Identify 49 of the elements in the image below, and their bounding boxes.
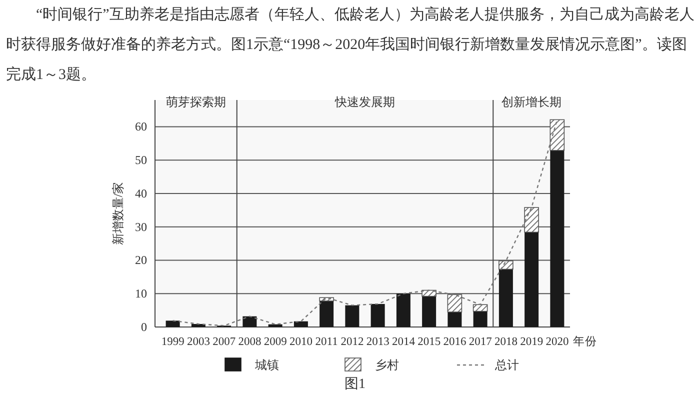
x-tick-label: 2003 (186, 336, 210, 348)
line-series (172, 119, 558, 326)
band-label: 萌芽探索期 (166, 95, 226, 109)
x-tick-label: 2015 (418, 336, 441, 348)
x-tick-label: 2007 (212, 336, 236, 348)
text: “时间银行”互助养老是指由志愿者（年轻人、低龄老人）为高龄老人提供服务，为自己成为高龄老人时获得服务做好准备的养老方式。图1示意“1998～2020年我国时间银行新增数量发展情况示意图”。读图完成1～3题。 (5, 5, 696, 85)
y-tick-label: 30 (135, 220, 147, 234)
x-tick-label: 2008 (238, 336, 262, 348)
x-tick-label: 2017 (468, 336, 492, 348)
legend-label: 总计 (494, 358, 519, 372)
x-tick-label: 2018 (494, 336, 518, 348)
bar (472, 304, 488, 312)
bar (550, 150, 564, 327)
bar (345, 305, 360, 327)
bar (370, 304, 385, 327)
bar (448, 312, 462, 327)
bar (396, 294, 410, 327)
x-tick-label: 2019 (520, 336, 544, 348)
bar (524, 232, 539, 327)
x-tick-label: 1999 (161, 336, 185, 348)
x-tick-label: 2012 (340, 336, 364, 348)
bar (473, 311, 488, 327)
legend-label: 乡村 (375, 358, 399, 372)
x-tick-label: 2016 (443, 336, 466, 348)
y-tick-label: 60 (135, 120, 147, 134)
y-tick-label: 50 (135, 153, 147, 168)
band-label: 快速发展期 (334, 95, 395, 109)
band-label: 创新增长期 (502, 95, 562, 109)
bar (294, 321, 308, 327)
legend-label: 城镇 (254, 358, 279, 372)
x-axis-title: 年份 (573, 335, 597, 348)
bar (242, 316, 257, 327)
bar (166, 320, 180, 327)
y-tick-label: 40 (135, 186, 147, 200)
y-axis-title: 新增数量/家 (111, 182, 125, 246)
bar (498, 269, 513, 327)
x-tick-label: 2014 (392, 336, 416, 348)
caption: 图1 (344, 377, 366, 392)
x-tick-label: 2010 (289, 336, 313, 348)
x-tick-label: 2011 (315, 336, 338, 348)
y-tick-label: 20 (135, 253, 147, 268)
bar (268, 324, 282, 327)
bar (422, 296, 436, 327)
x-tick-label: 2013 (366, 336, 390, 348)
x-tick-label: 2009 (264, 336, 288, 348)
y-tick-label: 0 (141, 320, 147, 334)
bar (320, 300, 334, 327)
x-tick-label: 2020 (546, 336, 569, 348)
y-tick-label: 10 (135, 286, 147, 301)
